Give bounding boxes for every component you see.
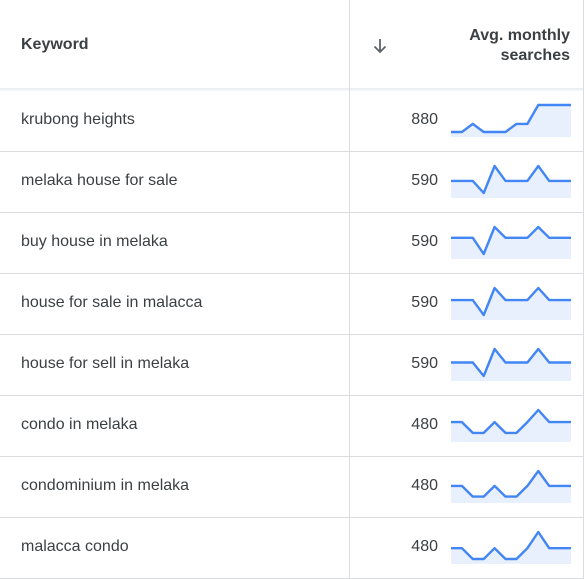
keyword-cell: house for sale in malacca	[21, 294, 203, 311]
sparkline-area	[451, 349, 571, 381]
keyword-cell: malacca condo	[21, 538, 129, 555]
table-row[interactable]: house for sale in malacca 590	[0, 274, 584, 335]
trend-sparkline	[451, 408, 571, 442]
keyword-cell: buy house in melaka	[21, 233, 168, 250]
column-divider	[349, 0, 350, 578]
keyword-cell: house for sell in melaka	[21, 355, 190, 372]
sparkline-line	[451, 286, 571, 317]
sparkline-line	[451, 164, 571, 195]
sparkline-area	[451, 410, 571, 442]
column-header-avg-monthly-searches[interactable]: Avg. monthly searches	[430, 26, 570, 66]
sparkline-area	[451, 105, 571, 137]
keyword-cell: condo in melaka	[21, 416, 138, 433]
avg-monthly-searches-cell: 590	[411, 355, 438, 372]
avg-monthly-searches-cell: 480	[411, 416, 438, 433]
table-row[interactable]: melaka house for sale 590	[0, 152, 584, 213]
avg-monthly-searches-cell: 480	[411, 538, 438, 555]
trend-sparkline	[451, 286, 571, 320]
avg-monthly-searches-cell: 590	[411, 172, 438, 189]
sparkline-line	[451, 347, 571, 378]
avg-monthly-searches-cell: 590	[411, 294, 438, 311]
avg-monthly-searches-cell: 480	[411, 477, 438, 494]
avg-monthly-searches-cell: 590	[411, 233, 438, 250]
keyword-cell: melaka house for sale	[21, 172, 178, 189]
trend-sparkline	[451, 103, 571, 137]
table-header: Keyword Avg. monthly searches	[0, 0, 584, 89]
sparkline-line	[451, 469, 571, 498]
sparkline-line	[451, 103, 571, 134]
sparkline-line	[451, 408, 571, 435]
sparkline-area	[451, 532, 571, 564]
sparkline-line	[451, 225, 571, 256]
sparkline-area	[451, 288, 571, 320]
table-row[interactable]: malacca condo 480	[0, 518, 584, 579]
avg-monthly-searches-cell: 880	[411, 111, 438, 128]
sparkline-area	[451, 227, 571, 259]
column-header-keyword[interactable]: Keyword	[21, 36, 89, 53]
sparkline-area	[451, 471, 571, 503]
arrow-down-icon[interactable]	[370, 36, 390, 56]
trend-sparkline	[451, 225, 571, 259]
sparkline-line	[451, 530, 571, 561]
table-row[interactable]: house for sell in melaka 590	[0, 335, 584, 396]
header-shadow	[0, 88, 584, 91]
trend-sparkline	[451, 347, 571, 381]
keyword-cell: krubong heights	[21, 111, 135, 128]
table-row[interactable]: condo in melaka 480	[0, 396, 584, 457]
column-header-line2: searches	[500, 47, 570, 64]
keyword-cell: condominium in melaka	[21, 477, 190, 494]
trend-sparkline	[451, 530, 571, 564]
trend-sparkline	[451, 164, 571, 198]
table-row[interactable]: buy house in melaka 590	[0, 213, 584, 274]
column-header-line1: Avg. monthly	[469, 27, 570, 44]
table-row[interactable]: krubong heights 880	[0, 91, 584, 152]
trend-sparkline	[451, 469, 571, 503]
table-row[interactable]: condominium in melaka 480	[0, 457, 584, 518]
